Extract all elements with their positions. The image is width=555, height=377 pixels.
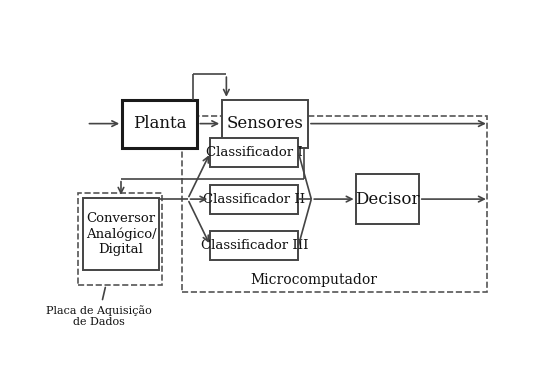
Bar	[78, 193, 162, 285]
Text: Classificador II: Classificador II	[203, 193, 305, 205]
Text: Decisor: Decisor	[355, 191, 420, 208]
Bar	[356, 174, 419, 224]
Text: Conversor
Analógico/
Digital: Conversor Analógico/ Digital	[85, 212, 157, 256]
Text: Sensores: Sensores	[226, 115, 304, 132]
Text: Placa de Aquisição
de Dados: Placa de Aquisição de Dados	[46, 287, 152, 328]
Text: Classificador III: Classificador III	[200, 239, 308, 252]
Bar	[83, 198, 159, 270]
Bar	[210, 138, 299, 167]
Text: Classificador I: Classificador I	[206, 146, 302, 159]
Text: Planta: Planta	[133, 115, 186, 132]
Bar	[210, 185, 299, 214]
Bar	[122, 100, 198, 147]
Bar	[182, 116, 487, 292]
Bar	[210, 231, 299, 260]
Text: Microcomputador: Microcomputador	[250, 273, 377, 287]
Bar	[222, 100, 308, 147]
